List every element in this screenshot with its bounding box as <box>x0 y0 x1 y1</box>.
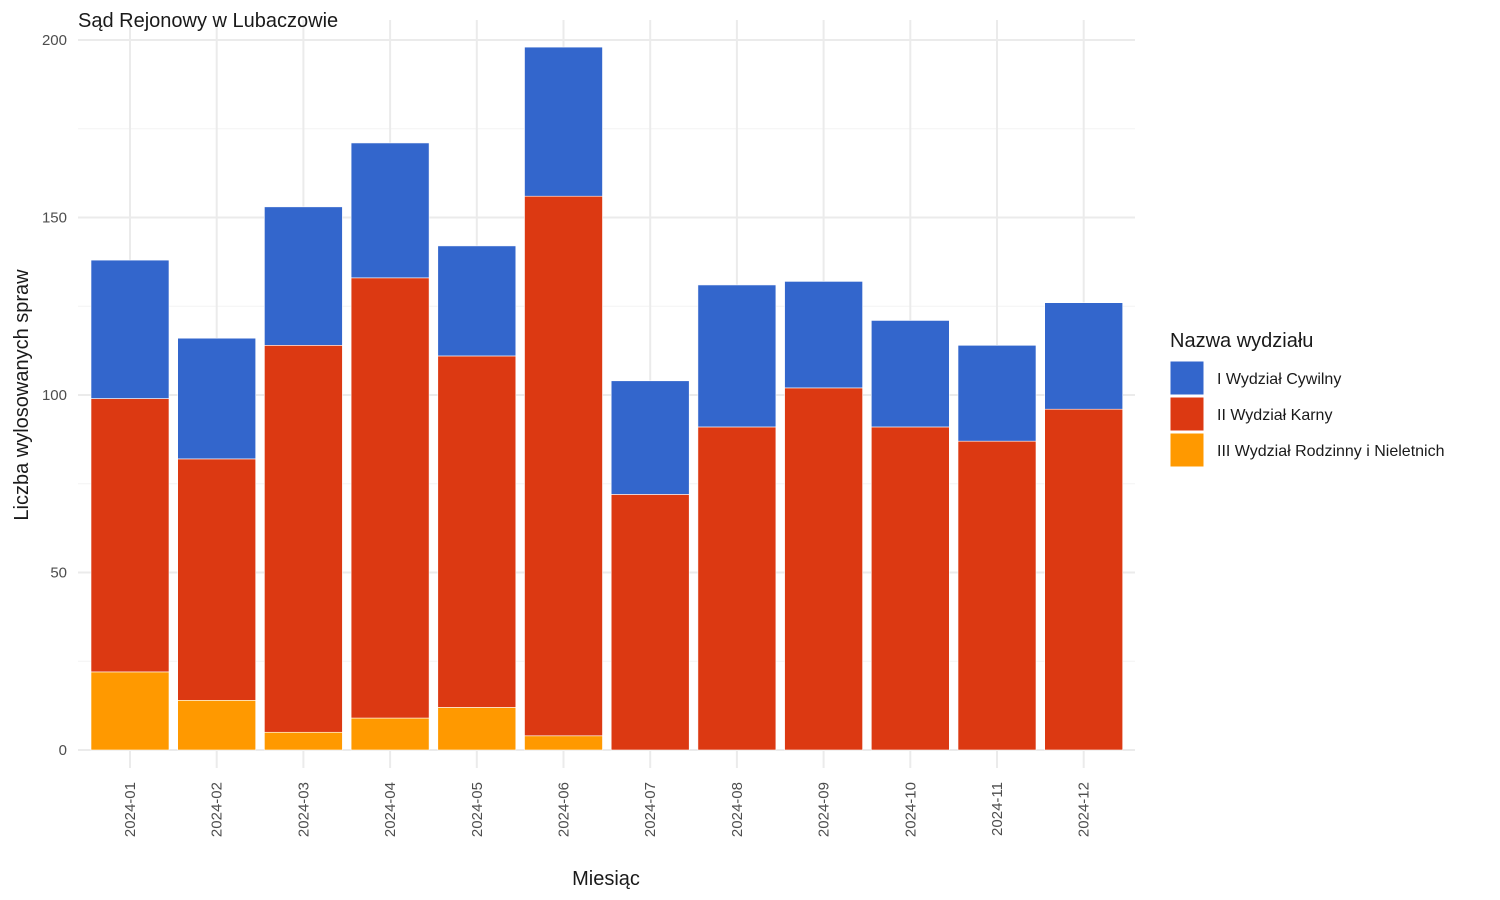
chart-title: Sąd Rejonowy w Lubaczowie <box>78 10 338 32</box>
bar-segment <box>350 717 430 751</box>
legend-swatch <box>1169 396 1205 432</box>
legend-title: Nazwa wydziału <box>1170 330 1313 352</box>
x-tick-label: 2024-10 <box>902 782 919 837</box>
bar-segment <box>784 281 863 389</box>
bar-segment <box>437 707 517 751</box>
bar-segment <box>524 46 603 197</box>
y-axis-title: Liczba wylosowanych spraw <box>11 269 33 521</box>
bar-segment <box>264 731 343 751</box>
bar-segment <box>524 735 603 751</box>
legend-swatch <box>1169 360 1205 396</box>
bar-segment <box>437 355 517 708</box>
x-tick-label: 2024-05 <box>469 782 486 837</box>
x-axis-title: Miesiąc <box>572 868 640 890</box>
x-axis-ticks: 2024-01 2024-02 2024-03 2024-04 2024-05 2024-… <box>122 782 1093 837</box>
x-tick-label: 2024-02 <box>209 782 226 837</box>
x-tick-label: 2024-03 <box>295 782 312 837</box>
y-tick-label: 200 <box>42 32 67 49</box>
x-tick-label: 2024-08 <box>729 782 746 837</box>
bar-segment <box>610 494 690 751</box>
bar-segment <box>350 277 430 719</box>
legend-label: III Wydział Rodzinny i Nieletnich <box>1217 443 1445 460</box>
y-tick-label: 100 <box>42 387 67 404</box>
bar-segment <box>697 284 777 428</box>
x-tick-label: 2024-06 <box>556 782 573 837</box>
legend-label: I Wydział Cywilny <box>1217 371 1341 388</box>
bar-segment <box>524 195 603 737</box>
bar-segment <box>870 320 950 428</box>
bars <box>90 46 1123 751</box>
bar-segment <box>177 699 256 751</box>
legend-label: II Wydział Karny <box>1217 407 1332 424</box>
bar-segment <box>1044 302 1123 410</box>
legend: Nazwa wydziału I Wydział Cywilny II Wydzi… <box>1169 330 1445 468</box>
bar-segment <box>870 426 950 751</box>
x-tick-label: 2024-12 <box>1076 782 1093 837</box>
bar-segment <box>264 344 343 733</box>
x-tick-label: 2024-01 <box>122 782 139 837</box>
x-tick-label: 2024-07 <box>642 782 659 837</box>
bar-segment <box>177 337 256 460</box>
x-tick-label: 2024-11 <box>989 782 1006 836</box>
bar-segment <box>90 259 170 399</box>
x-tick-label: 2024-09 <box>816 782 833 837</box>
bar-segment <box>957 344 1037 442</box>
bar-segment <box>350 142 430 279</box>
y-tick-label: 150 <box>42 210 67 227</box>
y-axis-ticks: 0 50 100 150 200 <box>42 32 67 759</box>
bar-segment <box>784 387 863 751</box>
bar-segment <box>437 245 517 357</box>
y-tick-label: 50 <box>50 565 67 582</box>
x-tick-label: 2024-04 <box>382 782 399 837</box>
bar-segment <box>177 458 256 701</box>
bar-segment <box>610 380 690 495</box>
bar-segment <box>90 671 170 751</box>
bar-segment <box>957 440 1037 751</box>
bar-segment <box>264 206 343 346</box>
bar-segment <box>1044 408 1123 751</box>
bar-segment <box>697 426 777 751</box>
bar-segment <box>90 398 170 673</box>
legend-swatch <box>1169 432 1205 468</box>
y-tick-label: 0 <box>59 742 67 759</box>
